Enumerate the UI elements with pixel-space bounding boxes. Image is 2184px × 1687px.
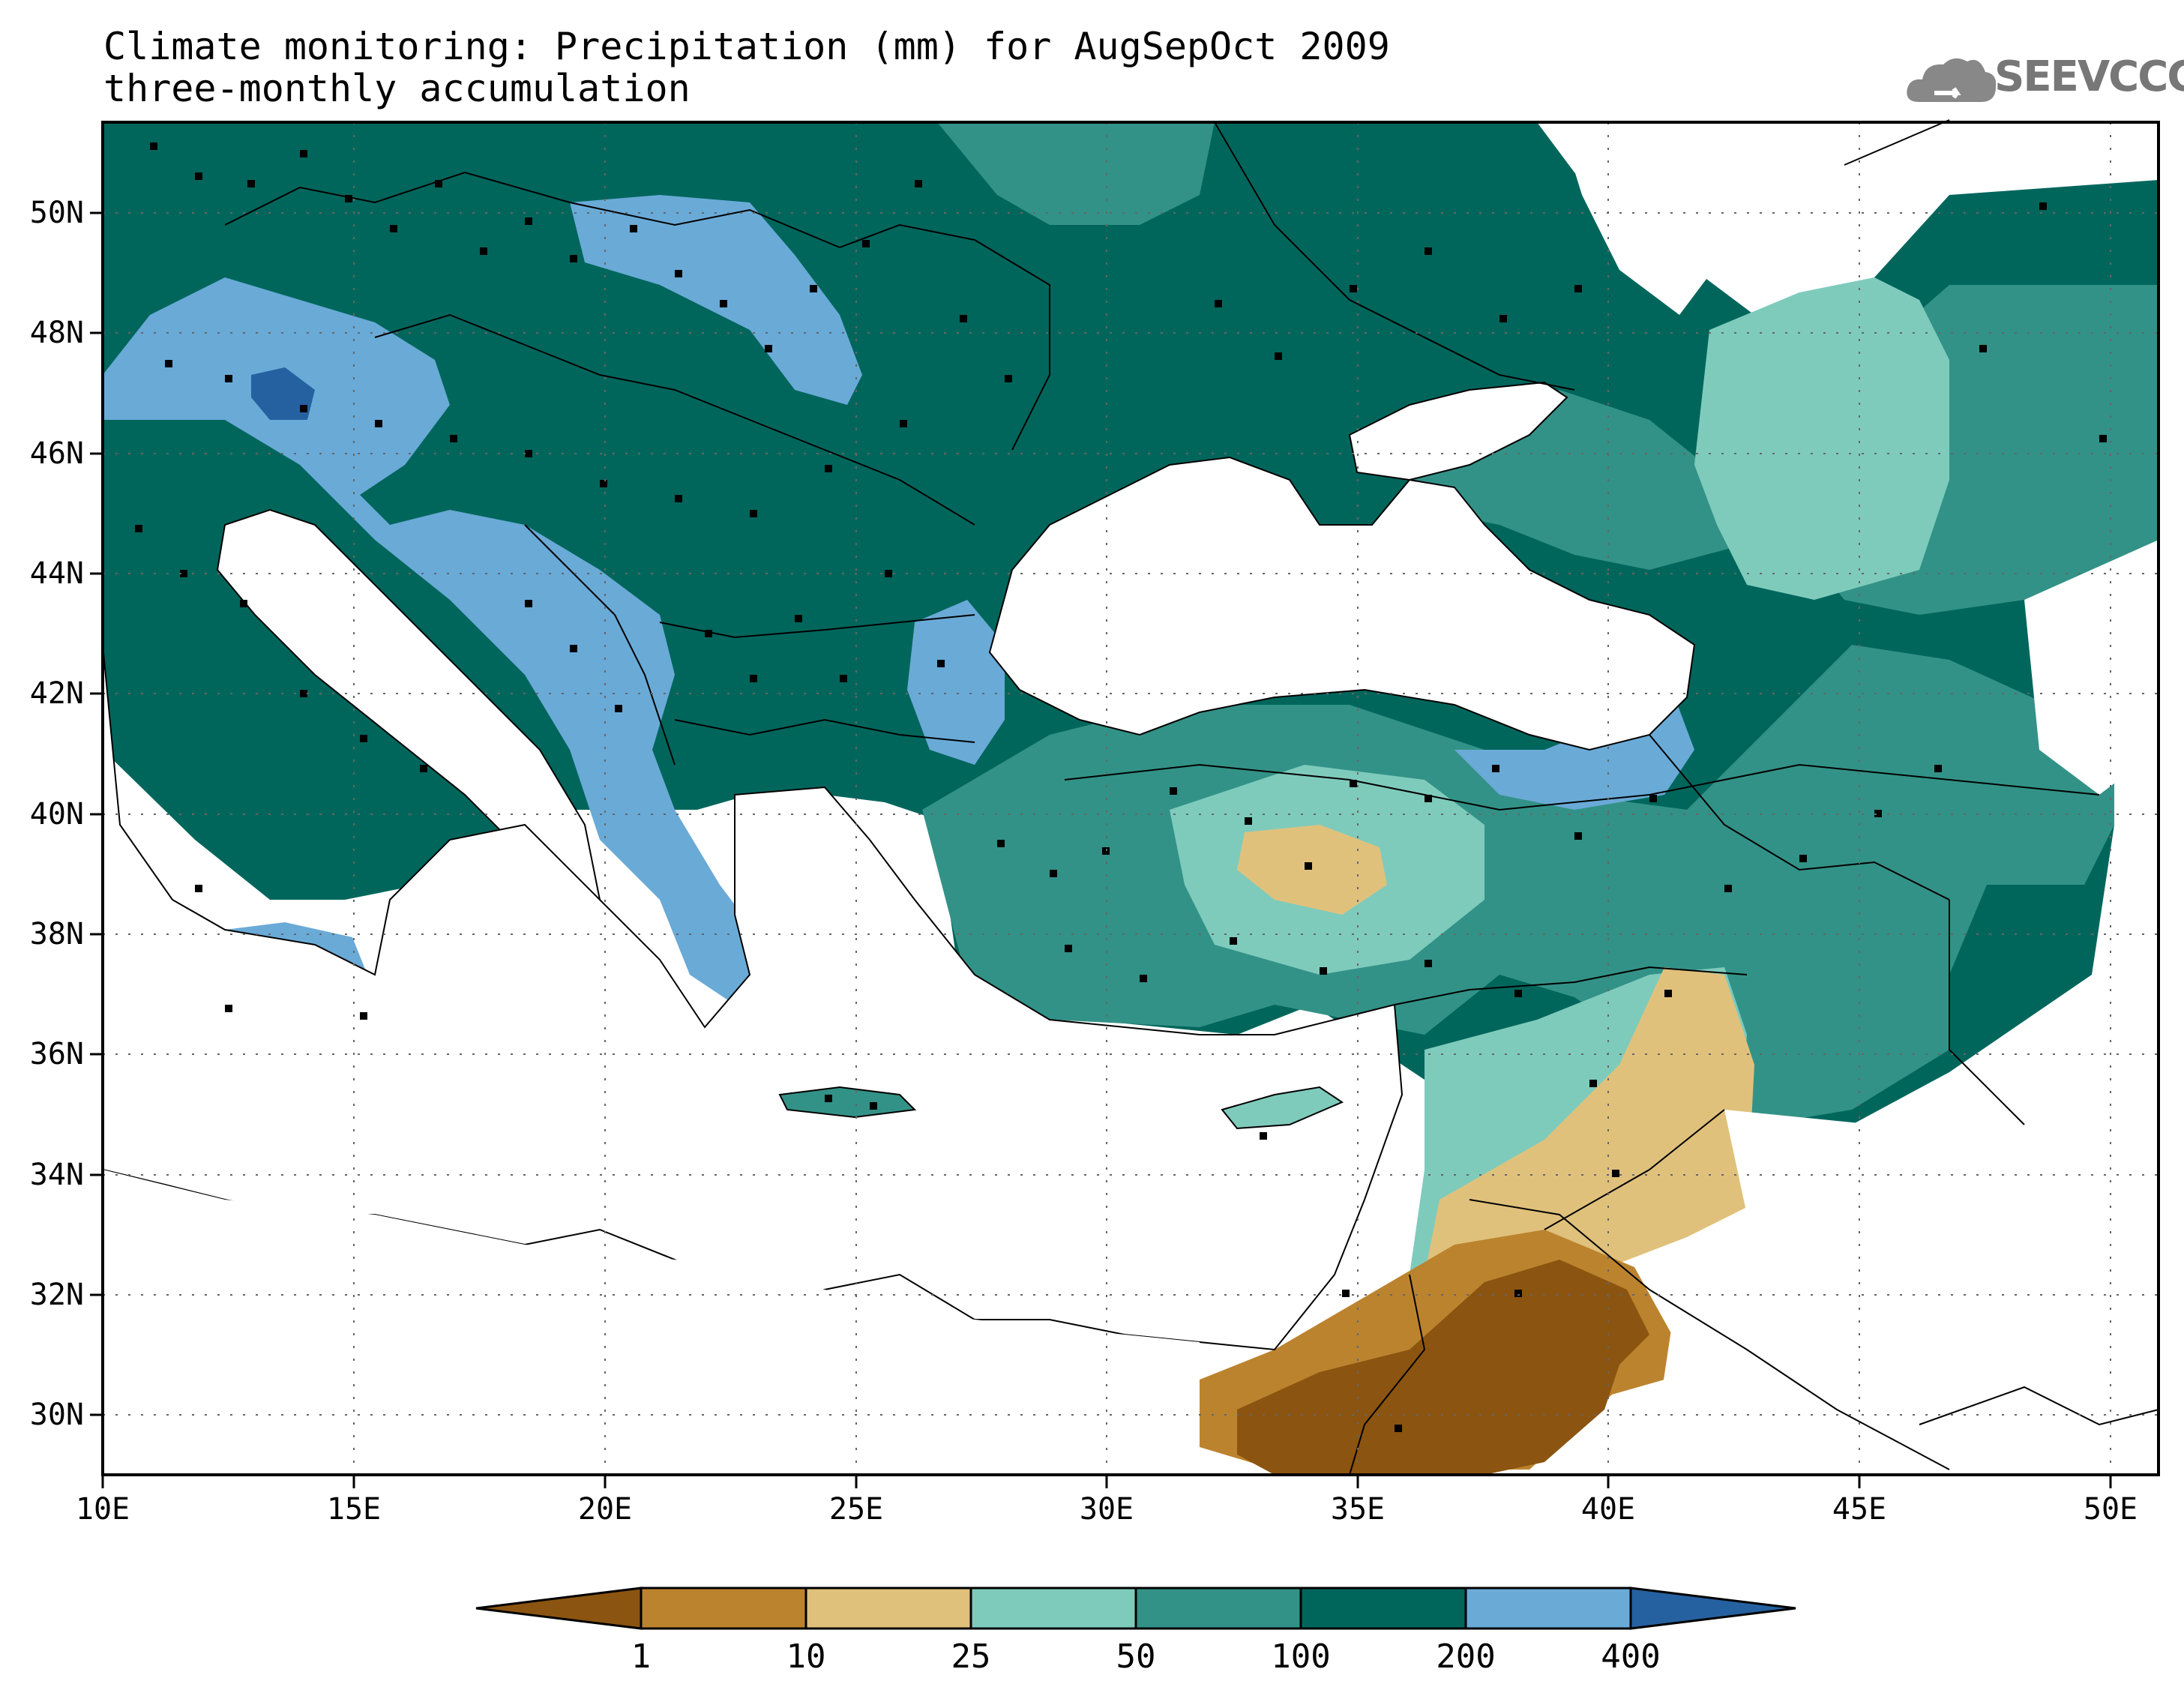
- y-tick-labels: 30N 32N 34N 36N 38N 40N 42N 44N 46N 48N …: [30, 196, 84, 1432]
- x-tick-45e: 45E: [1832, 1492, 1886, 1527]
- sea-of-azov: [1348, 381, 1568, 481]
- colorbar-label: 10: [786, 1638, 826, 1676]
- colorbar-label: 25: [951, 1638, 991, 1676]
- y-tick-46n: 46N: [30, 436, 84, 471]
- y-tick-34n: 34N: [30, 1158, 84, 1192]
- y-tick-30n: 30N: [30, 1398, 84, 1432]
- field-alps-wet: [103, 277, 765, 1005]
- colorbar: [475, 1587, 1796, 1630]
- x-tick-10e: 10E: [76, 1492, 130, 1527]
- field-desert-core: [1237, 1260, 1649, 1475]
- field-bulgaria-coast: [907, 600, 1005, 765]
- axis-ticks: [90, 211, 2112, 1488]
- north-africa: [103, 1170, 1200, 1475]
- caspian-area: [2024, 540, 2159, 795]
- colorbar-segment-high: [1629, 1587, 1796, 1630]
- field-austria-extreme: [251, 367, 315, 420]
- y-tick-32n: 32N: [30, 1278, 84, 1312]
- colorbar-label: 50: [1116, 1638, 1156, 1676]
- mediterranean-sea: [102, 644, 1404, 1351]
- colorbar-segment: [969, 1587, 1137, 1630]
- gridlines: [103, 122, 2159, 1475]
- y-tick-44n: 44N: [30, 556, 84, 591]
- cloud-icon: [1907, 58, 1997, 102]
- field-anatolia: [922, 645, 2114, 1125]
- x-tick-50e: 50E: [2084, 1492, 2138, 1527]
- y-tick-38n: 38N: [30, 917, 84, 951]
- station-markers: [135, 142, 2107, 1432]
- colorbar-label: 100: [1271, 1638, 1330, 1676]
- sea-areas: [102, 122, 2159, 1475]
- colorbar-segment: [804, 1587, 972, 1630]
- colorbar-segment: [1464, 1587, 1632, 1630]
- x-tick-15e: 15E: [327, 1492, 381, 1527]
- field-volga: [1694, 277, 1949, 600]
- x-tick-35e: 35E: [1331, 1492, 1385, 1527]
- y-tick-42n: 42N: [30, 676, 84, 711]
- y-tick-36n: 36N: [30, 1037, 84, 1071]
- colorbar-segment: [1299, 1587, 1467, 1630]
- mesopotamia: [1649, 1050, 2159, 1475]
- colorbar-labels: 1 10 25 50 100 200 400: [631, 1638, 1661, 1676]
- title-line-2: three-monthly accumulation: [103, 67, 691, 110]
- crete: [778, 1086, 917, 1119]
- x-tick-20e: 20E: [578, 1492, 632, 1527]
- colorbar-label: 200: [1436, 1638, 1495, 1676]
- seevccc-logo: SEEVCCC: [1994, 52, 2184, 101]
- colorbar-label: 1: [631, 1638, 652, 1676]
- colorbar-segment-low: [475, 1587, 643, 1630]
- colorbar-label: 400: [1601, 1638, 1660, 1676]
- map-title: Climate monitoring: Precipitation (mm) f…: [103, 25, 1390, 109]
- y-tick-40n: 40N: [30, 797, 84, 832]
- y-tick-48n: 48N: [30, 316, 84, 350]
- x-tick-30e: 30E: [1080, 1492, 1134, 1527]
- title-line-1: Climate monitoring: Precipitation (mm) f…: [103, 25, 1390, 68]
- x-tick-labels: 10E 15E 20E 25E 30E 35E 40E 45E 50E: [76, 1492, 2138, 1527]
- colorbar-segment: [1134, 1587, 1302, 1630]
- country-borders: [224, 119, 2159, 1476]
- x-tick-40e: 40E: [1581, 1492, 1635, 1527]
- colorbar-segment: [640, 1587, 807, 1630]
- field-north-ukraine: [937, 122, 1215, 225]
- field-carpathians-wet: [570, 195, 862, 405]
- black-sea: [988, 456, 1696, 751]
- x-tick-25e: 25E: [829, 1492, 883, 1527]
- russia-gap: [1559, 122, 1829, 315]
- cyprus: [1221, 1086, 1344, 1130]
- map-frame: [101, 121, 2160, 1476]
- y-tick-50n: 50N: [30, 196, 84, 230]
